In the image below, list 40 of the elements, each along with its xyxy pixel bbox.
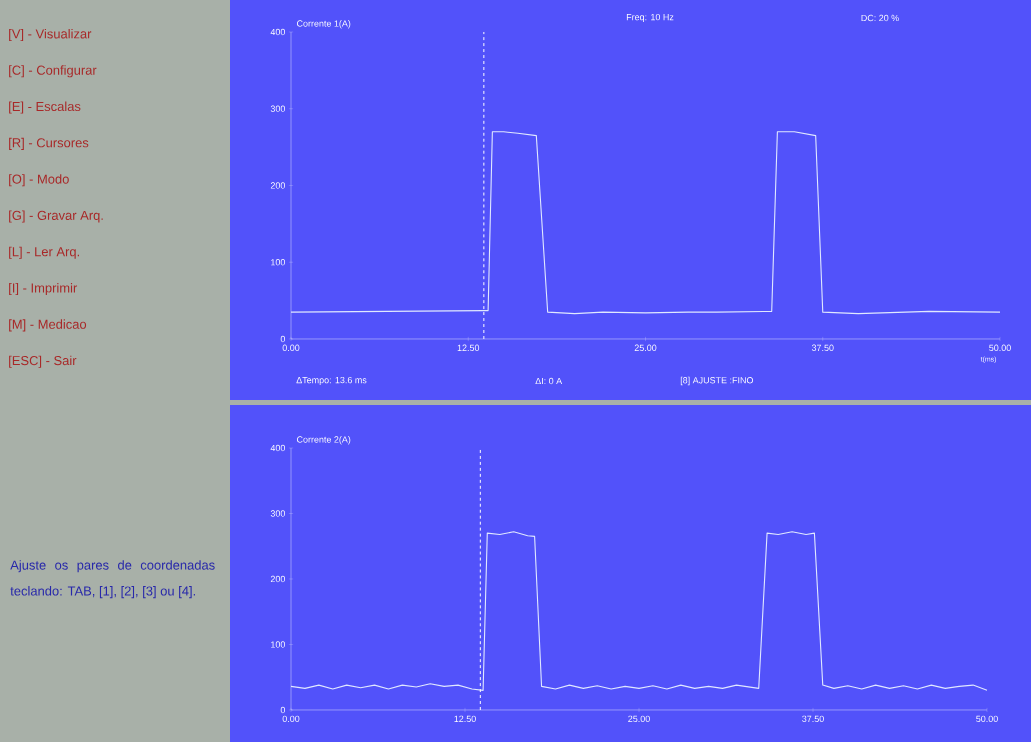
line-series [290, 531, 988, 691]
y-tick-label: 200 [270, 575, 286, 583]
x-tick-label: 37.50 [811, 344, 834, 351]
y-axis-title: Corrente 2(A) [296, 436, 351, 445]
y-tick-label: 300 [270, 510, 286, 517]
text: [L] - Ler Arq. [9, 246, 79, 259]
text: Ajuste os pares de coordenadas teclando: TAB, [1], [2], [3] ou [4]. [10, 560, 215, 599]
text: [O] - Modo [9, 174, 69, 187]
x-tick-label: 25.00 [634, 344, 657, 351]
y-tick-label: 400 [270, 444, 286, 452]
y-axis-title: Corrente 1(A) [296, 20, 351, 29]
line-series [290, 131, 1001, 315]
text: [E] - Escalas [9, 101, 81, 114]
text: Freq: 10 Hz [626, 13, 674, 23]
text: [C] - Configurar [9, 65, 97, 78]
y-tick-label: 400 [270, 28, 286, 36]
x-tick-label: 37.50 [802, 715, 824, 722]
text: [V] - Visualizar [9, 28, 92, 42]
text: ΔTempo: 13.6 ms [296, 376, 367, 386]
text: [G] - Gravar Arq. [9, 210, 103, 223]
x-tick-label: 0.00 [282, 715, 300, 722]
x-tick-label: 0.00 [282, 344, 300, 351]
x-tick-label: 12.50 [454, 715, 476, 722]
x-tick-label: 50.00 [976, 715, 998, 722]
y-tick-label: 100 [271, 259, 286, 266]
y-tick-label: 0 [280, 706, 286, 714]
y-tick-label: 0 [280, 335, 286, 343]
x-tick-label: 25.00 [628, 715, 650, 722]
y-tick-label: 100 [271, 641, 286, 648]
text: ΔI: 0 A [535, 377, 563, 385]
text: [I] - Imprimir [9, 283, 78, 296]
x-tick-label: 12.50 [457, 344, 480, 351]
y-tick-label: 300 [270, 105, 286, 112]
text: DC: 20 % [861, 14, 899, 22]
text: [M] - Medicao [9, 319, 87, 332]
text: [8] AJUSTE :FINO [680, 376, 754, 386]
text: [ESC] - Sair [9, 355, 77, 368]
y-tick-label: 200 [270, 182, 286, 189]
text: [R] - Cursores [9, 137, 89, 150]
x-tick-label: 50.00 [989, 344, 1011, 351]
